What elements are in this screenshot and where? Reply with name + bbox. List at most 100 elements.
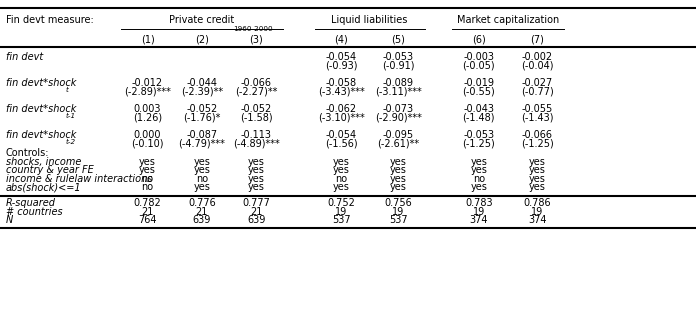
Text: 0.776: 0.776 — [188, 199, 216, 208]
Text: -0.002: -0.002 — [522, 52, 553, 62]
Text: fin devt: fin devt — [6, 52, 43, 62]
Text: (-4.79)***: (-4.79)*** — [178, 139, 226, 148]
Text: 0.777: 0.777 — [242, 199, 270, 208]
Text: yes: yes — [248, 165, 264, 175]
Text: (3): (3) — [249, 34, 263, 44]
Text: (2): (2) — [195, 34, 209, 44]
Text: 1960-2000: 1960-2000 — [233, 26, 273, 32]
Text: t-1: t-1 — [65, 113, 76, 119]
Text: -0.043: -0.043 — [464, 104, 494, 114]
Text: yes: yes — [470, 157, 487, 167]
Text: 0.756: 0.756 — [384, 199, 412, 208]
Text: # countries: # countries — [6, 207, 62, 217]
Text: 374: 374 — [470, 215, 488, 225]
Text: 19: 19 — [335, 207, 347, 217]
Text: yes: yes — [390, 182, 406, 192]
Text: (7): (7) — [530, 34, 544, 44]
Text: (-2.61)**: (-2.61)** — [377, 139, 419, 148]
Text: yes: yes — [333, 182, 349, 192]
Text: 19: 19 — [531, 207, 544, 217]
Text: yes: yes — [333, 165, 349, 175]
Text: t: t — [65, 87, 69, 93]
Text: yes: yes — [529, 174, 546, 184]
Text: -0.019: -0.019 — [464, 78, 494, 88]
Text: -0.087: -0.087 — [187, 130, 217, 140]
Text: (-0.10): (-0.10) — [132, 139, 164, 148]
Text: (-3.11)***: (-3.11)*** — [374, 86, 422, 96]
Text: yes: yes — [248, 157, 264, 167]
Text: R-squared: R-squared — [6, 199, 56, 208]
Text: (1): (1) — [141, 34, 155, 44]
Text: (-1.58): (-1.58) — [240, 112, 272, 122]
Text: (-0.05): (-0.05) — [463, 60, 495, 70]
Text: no: no — [196, 174, 208, 184]
Text: 0.752: 0.752 — [327, 199, 355, 208]
Text: yes: yes — [333, 157, 349, 167]
Text: yes: yes — [390, 157, 406, 167]
Text: N: N — [6, 215, 13, 225]
Text: -0.095: -0.095 — [383, 130, 413, 140]
Text: -0.054: -0.054 — [326, 130, 356, 140]
Text: 537: 537 — [332, 215, 350, 225]
Text: 374: 374 — [528, 215, 546, 225]
Text: yes: yes — [390, 174, 406, 184]
Text: no: no — [141, 182, 154, 192]
Text: yes: yes — [139, 157, 156, 167]
Text: -0.052: -0.052 — [187, 104, 217, 114]
Text: (-1.76)*: (-1.76)* — [183, 112, 221, 122]
Text: t-2: t-2 — [65, 139, 76, 145]
Text: (-1.56): (-1.56) — [325, 139, 357, 148]
Text: -0.066: -0.066 — [241, 78, 271, 88]
Text: (-0.55): (-0.55) — [462, 86, 496, 96]
Text: yes: yes — [529, 165, 546, 175]
Text: -0.052: -0.052 — [241, 104, 271, 114]
Text: (-0.77): (-0.77) — [521, 86, 554, 96]
Text: country & year FE: country & year FE — [6, 165, 93, 175]
Text: 537: 537 — [389, 215, 407, 225]
Text: Liquid liabilities: Liquid liabilities — [331, 15, 408, 24]
Text: (6): (6) — [472, 34, 486, 44]
Text: 0.786: 0.786 — [523, 199, 551, 208]
Text: fin devt*shock: fin devt*shock — [6, 130, 76, 140]
Text: -0.053: -0.053 — [464, 130, 494, 140]
Text: -0.055: -0.055 — [522, 104, 553, 114]
Text: -0.113: -0.113 — [241, 130, 271, 140]
Text: (5): (5) — [391, 34, 405, 44]
Text: Private credit: Private credit — [169, 15, 235, 24]
Text: -0.003: -0.003 — [464, 52, 494, 62]
Text: -0.073: -0.073 — [383, 104, 413, 114]
Text: (-4.89)***: (-4.89)*** — [232, 139, 280, 148]
Text: Fin devt measure:: Fin devt measure: — [6, 15, 93, 24]
Text: 764: 764 — [139, 215, 157, 225]
Text: yes: yes — [248, 174, 264, 184]
Text: fin devt*shock: fin devt*shock — [6, 104, 76, 114]
Text: Controls:: Controls: — [6, 148, 49, 158]
Text: 21: 21 — [196, 207, 208, 217]
Text: yes: yes — [139, 165, 156, 175]
Text: -0.089: -0.089 — [383, 78, 413, 88]
Text: (-0.91): (-0.91) — [382, 60, 414, 70]
Text: Market capitalization: Market capitalization — [457, 15, 559, 24]
Text: 21: 21 — [141, 207, 154, 217]
Text: (-2.90)***: (-2.90)*** — [374, 112, 422, 122]
Text: (1.26): (1.26) — [133, 112, 162, 122]
Text: income & rulelaw interactions: income & rulelaw interactions — [6, 174, 152, 184]
Text: yes: yes — [470, 165, 487, 175]
Text: (-2.39)**: (-2.39)** — [181, 86, 223, 96]
Text: yes: yes — [529, 157, 546, 167]
Text: yes: yes — [529, 182, 546, 192]
Text: -0.053: -0.053 — [383, 52, 413, 62]
Text: -0.062: -0.062 — [326, 104, 356, 114]
Text: (-3.10)***: (-3.10)*** — [317, 112, 365, 122]
Text: 639: 639 — [247, 215, 265, 225]
Text: (-0.93): (-0.93) — [325, 60, 357, 70]
Text: yes: yes — [193, 165, 210, 175]
Text: 0.000: 0.000 — [134, 130, 161, 140]
Text: 0.782: 0.782 — [134, 199, 161, 208]
Text: yes: yes — [470, 182, 487, 192]
Text: -0.066: -0.066 — [522, 130, 553, 140]
Text: -0.012: -0.012 — [132, 78, 163, 88]
Text: (-1.43): (-1.43) — [521, 112, 553, 122]
Text: fin devt*shock: fin devt*shock — [6, 78, 76, 88]
Text: 0.783: 0.783 — [465, 199, 493, 208]
